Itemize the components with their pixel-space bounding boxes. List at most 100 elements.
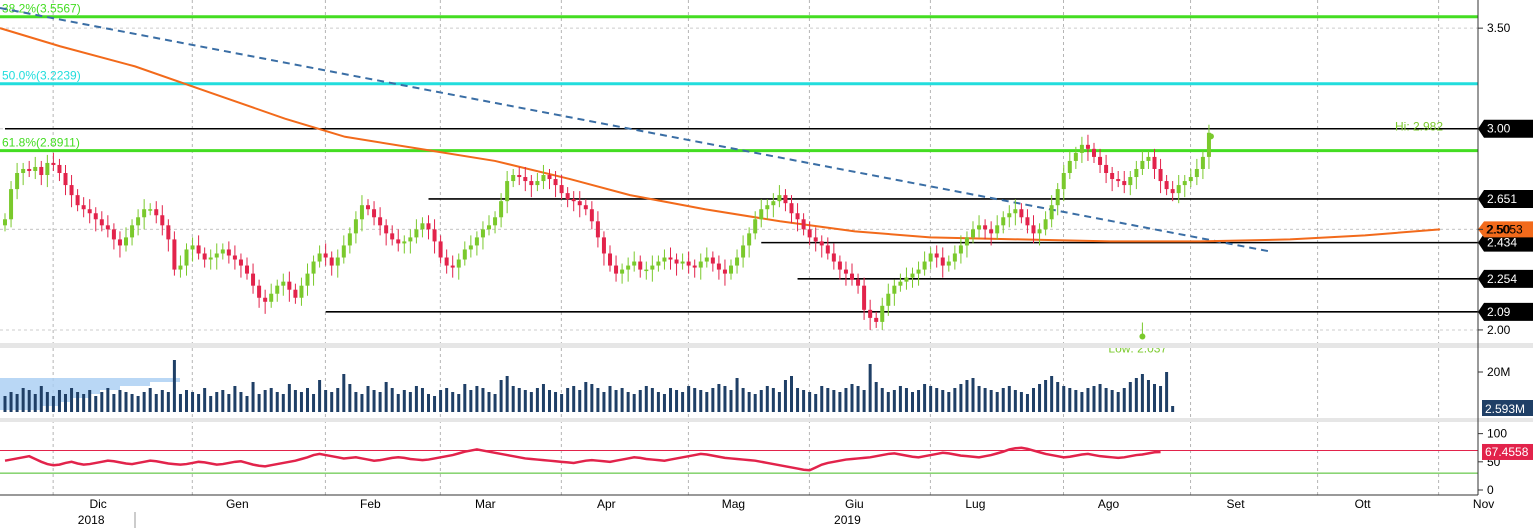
volume-bar [499,380,503,412]
candle-body [644,269,649,272]
volume-profile-bar [0,406,40,410]
candle-body [801,219,806,230]
volume-bar [554,392,558,412]
candle-body [184,249,189,266]
volume-bar [57,390,61,412]
candle-body [886,293,891,306]
volume-bar [1098,384,1102,412]
volume-bar [868,364,872,412]
candle-body [910,273,915,278]
volume-bar [566,388,570,412]
volume-bar [741,388,745,412]
volume-bar [753,394,757,412]
x-month-label: Ago [1098,497,1120,511]
volume-bar [475,386,479,412]
level-label: 2.434 [1487,236,1517,250]
volume-bar [796,388,800,412]
candle-body [311,261,316,274]
candle-body [559,185,564,194]
candle-body [1176,185,1181,194]
volume-bar [729,390,733,412]
volume-bar [306,388,309,412]
price-panel: 38.2%(3.5567) 50.0%(3.2239) 61.8%(2.8911) 3… [0,2,1533,355]
candle-body [414,229,419,238]
candle-body [1116,179,1121,182]
level-label: 3.00 [1487,122,1511,136]
volume-bar [118,390,122,412]
volume-bar [1007,386,1011,412]
volume-bar [469,390,473,412]
volume-bar [88,390,92,412]
volume-bar [765,386,769,412]
volume-bar [39,386,43,412]
volume-bar [493,394,497,412]
volume-bar [457,394,461,412]
volume-bar [287,384,291,412]
volume-bar [880,388,884,412]
candle-body [432,229,437,242]
volume-bar [675,390,679,412]
volume-bar [904,388,908,412]
volume-bar [1171,406,1175,412]
volume-profile-bar [0,394,90,398]
candle-body [1007,213,1012,218]
volume-bar [983,388,987,412]
candle-body [971,229,975,238]
candle-body [263,297,268,302]
candle-body [1110,173,1115,180]
candle-body [148,209,153,211]
volume-bar [402,390,406,412]
volume-bar [783,380,787,412]
candle-body [1079,144,1084,153]
candle-body [142,209,147,218]
candle-body [874,317,879,322]
candle-body [565,193,570,200]
volume-bar [541,384,545,412]
candle-body [136,217,141,226]
volume-bar [354,392,358,412]
candle-body [771,201,776,206]
volume-bar [3,396,7,412]
volume-bar [614,390,618,412]
level-label-box [1478,302,1533,321]
x-month-label: Lug [965,497,985,511]
volume-bar [923,384,927,412]
volume-bar [281,394,285,412]
candle-body [366,205,370,210]
volume-bar [681,392,685,412]
volume-bar [1104,388,1108,412]
volume-bar [172,360,176,412]
candle-body [220,249,225,254]
candle-body [777,195,782,202]
volume-bar [832,390,836,412]
rsi-line [4,446,1161,472]
volume-bar [130,394,134,412]
x-month-label: Feb [360,497,381,511]
candle-body [438,241,443,258]
candle-body [196,245,201,254]
volume-bar [445,388,449,412]
candle-body [1001,217,1006,226]
volume-bar [70,388,74,412]
candle-body [257,285,262,298]
volume-bar [1165,372,1169,412]
candle-body [656,261,661,266]
volume-bar [620,388,624,412]
candle-body [420,223,425,230]
candle-body [1073,152,1078,161]
volume-bar [372,390,376,412]
candle-body [293,289,298,298]
candle-body [1206,132,1211,157]
candle-body [547,175,552,180]
high-marker [1207,133,1214,140]
candle-body [601,237,606,254]
volume-bar [336,388,340,412]
candle-body [305,273,310,286]
candle-body [396,239,401,244]
candle-body [347,233,352,246]
volume-bar [929,386,933,412]
volume-bar [293,390,297,412]
candle-body [704,257,709,262]
volume-bar [203,388,207,412]
